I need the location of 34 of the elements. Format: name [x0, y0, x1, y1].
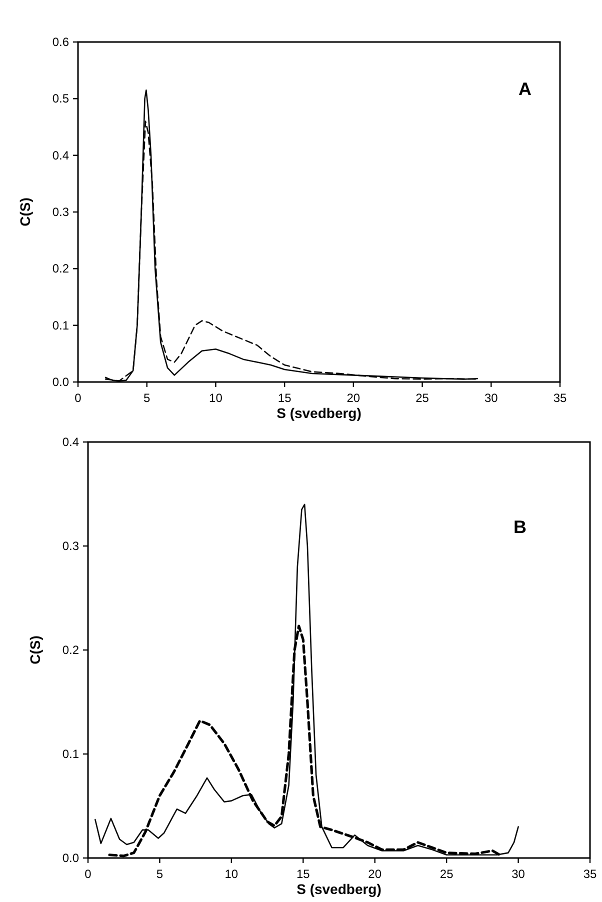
x-tick-label: 0: [84, 867, 92, 881]
y-tick-label: 0.3: [52, 205, 70, 219]
x-tick-label: 15: [296, 867, 310, 881]
y-tick-label: 0.0: [62, 851, 80, 865]
y-tick-label: 0.2: [62, 643, 80, 657]
y-tick-label: 0.4: [52, 148, 70, 162]
annotation: B: [514, 517, 526, 537]
x-tick-label: 25: [416, 391, 430, 405]
x-tick-label: 10: [224, 867, 238, 881]
y-tick-label: 0.6: [52, 35, 70, 49]
x-tick-label: 5: [156, 867, 164, 881]
y-tick-label: 0.1: [62, 747, 80, 761]
x-tick-label: 10: [209, 391, 223, 405]
x-tick-label: 20: [346, 391, 360, 405]
x-tick-label: 15: [278, 391, 292, 405]
y-tick-label: 0.1: [52, 318, 70, 332]
y-tick-label: 0.0: [52, 375, 70, 389]
y-tick-label: 0.5: [52, 92, 70, 106]
x-axis-title: S (svedberg): [296, 881, 382, 897]
x-tick-label: 35: [583, 867, 597, 881]
y-tick-label: 0.2: [52, 262, 70, 276]
x-tick-label: 5: [144, 391, 151, 405]
annotation: A: [518, 79, 532, 99]
y-axis-title: C(S): [27, 636, 43, 664]
x-tick-label: 25: [440, 867, 454, 881]
x-axis-title: S (svedberg): [276, 405, 362, 421]
x-tick-label: 35: [553, 391, 567, 405]
x-tick-label: 30: [512, 867, 526, 881]
y-tick-label: 0.3: [62, 539, 80, 553]
x-tick-label: 30: [484, 391, 498, 405]
y-tick-label: 0.4: [62, 435, 80, 449]
x-tick-label: 0: [74, 391, 82, 405]
y-axis-title: C(S): [17, 198, 33, 226]
x-tick-label: 20: [368, 867, 382, 881]
